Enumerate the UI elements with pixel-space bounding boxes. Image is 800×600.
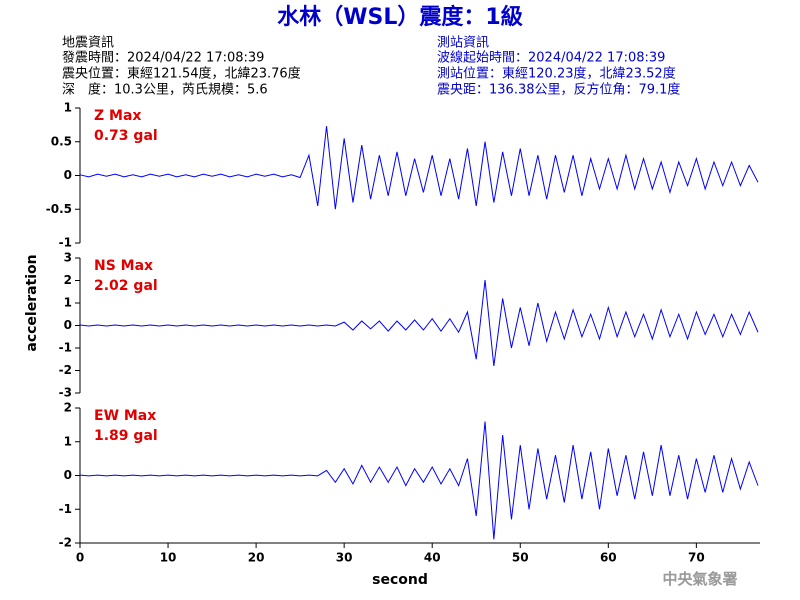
annotation: EW Max	[94, 408, 156, 424]
x-tick-label: 70	[688, 551, 705, 565]
x-axis-label: second	[372, 572, 428, 588]
annotation: Z Max	[94, 108, 141, 124]
x-tick-label: 30	[336, 551, 353, 565]
y-axis-label: acceleration	[24, 254, 40, 351]
info-line: 震央位置：東經121.54度，北緯23.76度	[62, 66, 301, 82]
waveform	[79, 126, 759, 210]
y-tick-label: 0	[64, 318, 72, 332]
x-tick-label: 10	[160, 551, 177, 565]
y-tick-label: 1	[64, 101, 72, 115]
annotation: 0.73 gal	[94, 128, 158, 144]
y-tick-label: -1	[59, 341, 72, 355]
waveform	[79, 421, 759, 540]
y-tick-label: 0	[64, 168, 72, 182]
info-line: 波線起始時間：2024/04/22 17:08:39	[437, 50, 665, 66]
y-tick-label: -0.5	[46, 202, 72, 216]
info-line: 震央距：136.38公里，反方位角：79.1度	[437, 82, 680, 98]
info-line: 發震時間：2024/04/22 17:08:39	[62, 51, 264, 66]
y-tick-label: 2	[64, 273, 72, 287]
info-line: 測站資訊	[437, 36, 489, 51]
annotation: NS Max	[94, 258, 153, 274]
x-tick-label: 50	[512, 551, 529, 565]
x-tick-label: 40	[424, 551, 441, 565]
x-tick-label: 60	[600, 551, 617, 565]
y-tick-label: -2	[59, 536, 72, 550]
waveform	[79, 279, 759, 367]
footer: 中央氣象署	[662, 570, 737, 588]
y-tick-label: 2	[64, 401, 72, 415]
chart-title: 水林（WSL）震度：1級	[277, 4, 522, 30]
info-line: 測站位置：東經120.23度，北緯23.52度	[437, 66, 676, 82]
annotation: 1.89 gal	[94, 428, 158, 444]
annotation: 2.02 gal	[94, 278, 158, 294]
y-tick-label: 0.5	[51, 134, 72, 148]
station-info: 測站資訊 波線起始時間：2024/04/22 17:08:39 測站位置：東經1…	[437, 36, 680, 98]
x-tick-label: 0	[76, 551, 84, 565]
y-tick-label: -3	[59, 386, 72, 400]
info-line: 地震資訊	[62, 36, 114, 51]
y-tick-label: 1	[64, 296, 72, 310]
event-info: 地震資訊 發震時間：2024/04/22 17:08:39 震央位置：東經121…	[62, 36, 301, 98]
x-tick-label: 20	[248, 551, 265, 565]
y-tick-label: 3	[64, 251, 72, 265]
info-line: 深 度：10.3公里，芮氏規模：5.6	[62, 82, 268, 98]
y-tick-label: -1	[59, 236, 72, 250]
y-tick-label: -1	[59, 502, 72, 516]
y-tick-label: 1	[64, 434, 72, 448]
y-tick-label: -2	[59, 363, 72, 377]
y-tick-label: 0	[64, 468, 72, 482]
